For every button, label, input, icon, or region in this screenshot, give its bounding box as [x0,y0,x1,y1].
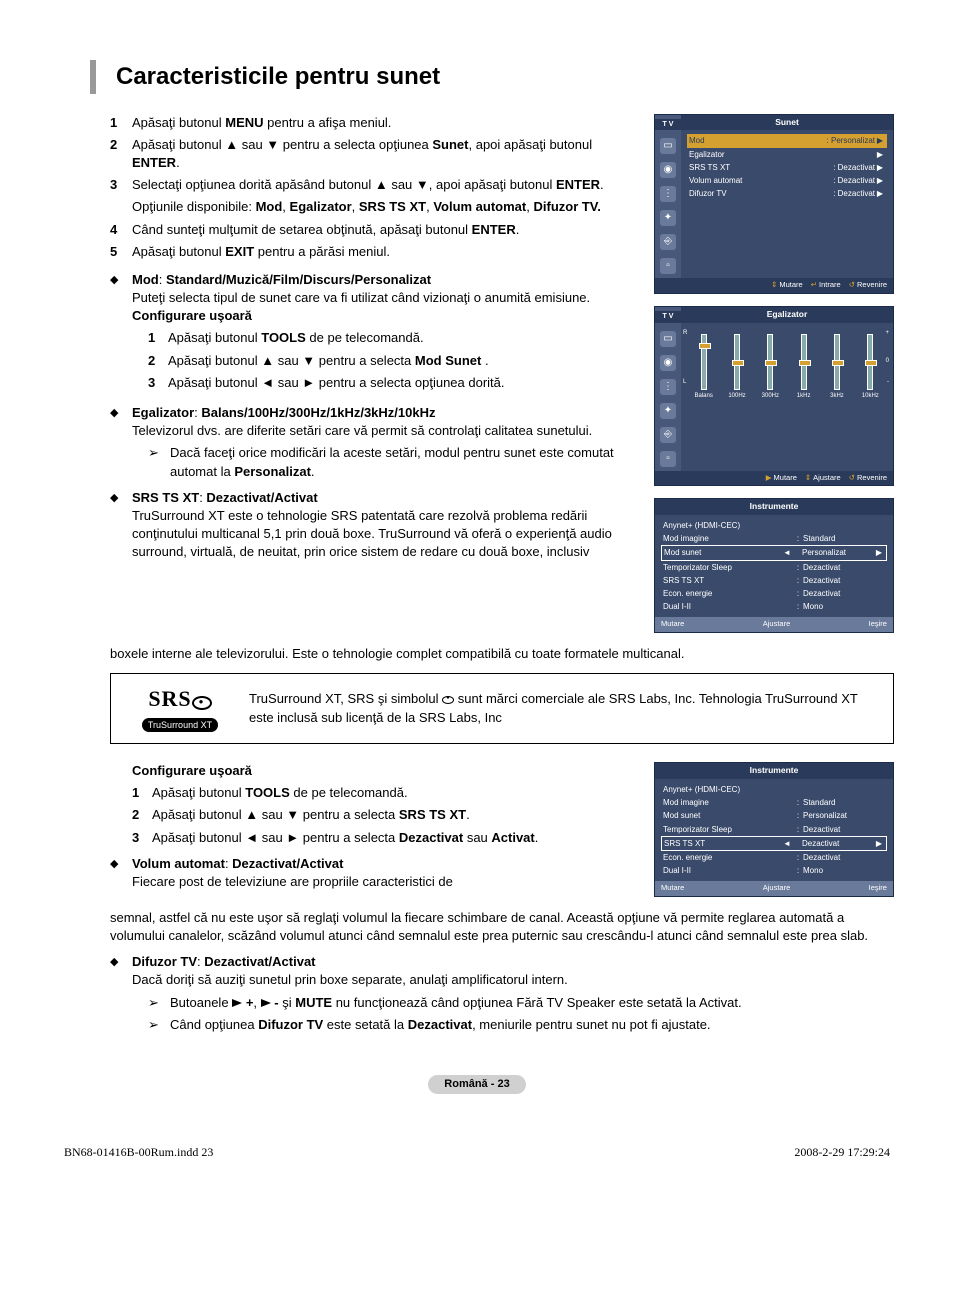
setup-icon: ✦ [660,403,676,419]
osd-row: Mod imagine:Standard [661,532,887,545]
osd-footer: Mutare Ajustare Ieşire [655,617,893,632]
substep-item: 1Apăsaţi butonul TOOLS de pe telecomandă… [132,784,636,802]
osd-row: Anynet+ (HDMI-CEC) [661,783,887,796]
page-number-badge: Română - 23 [428,1075,525,1094]
eq-mark-plus: + [885,329,889,337]
step-item: 3Selectaţi opţiunea dorită apăsând buton… [110,176,636,194]
osd-row: Econ. energie:Dezactivat [661,587,887,600]
eq-band: 10kHz [861,334,879,400]
srs-trademark-text: TruSurround XT, SRS şi simbolul sunt măr… [249,690,879,726]
page-title: Caracteristicile pentru sunet [90,60,894,94]
osd-title: Instrumente [655,499,893,515]
eq-mark-minus: - [887,378,889,386]
osd-row: Anynet+ (HDMI-CEC) [661,519,887,532]
osd-instrumente-1: Instrumente Anynet+ (HDMI-CEC)Mod imagin… [654,498,894,633]
osd-title: Instrumente [655,763,893,779]
volume-up-icon [232,999,242,1007]
lower-right: Instrumente Anynet+ (HDMI-CEC)Mod imagin… [654,762,894,909]
main-steps: 1Apăsaţi butonul MENU pentru a afişa men… [110,114,636,261]
substep-item: 3Apăsaţi butonul ◄ sau ► pentru a select… [132,829,636,847]
osd-row: Econ. energie:Dezactivat [661,851,887,864]
feature-srs: SRS TS XT: Dezactivat/Activat TruSurroun… [132,489,636,562]
osd-row: Temporizator Sleep:Dezactivat [661,561,887,574]
sound-icon: ◉ [660,355,676,371]
feature-eq: Egalizator: Balans/100Hz/300Hz/1kHz/3kHz… [132,404,636,481]
eq-band: 3kHz [828,334,846,400]
input-icon: ⎆ [660,234,676,250]
step-item: 2Apăsaţi butonul ▲ sau ▼ pentru a select… [110,136,636,172]
osd-row: Mod: Personalizat▶ [687,134,887,147]
osd-row: Volum automat: Dezactivat▶ [687,174,887,187]
input-icon: ⎆ [660,427,676,443]
step-item: 4Când sunteţi mulţumit de setarea obţinu… [110,221,636,239]
eq-band: 1kHz [795,334,813,400]
osd-sunet: T V ▭ ◉ ⋮ ✦ ⎆ ▫ Sunet Mod: Personalizat▶… [654,114,894,294]
step-item: 5Apăsaţi butonul EXIT pentru a părăsi me… [110,243,636,261]
feature-vol: Volum automat: Dezactivat/Activat Fiecar… [132,855,636,891]
feature-mod: Mod: Standard/Muzică/Film/Discurs/Person… [132,271,636,396]
feature-list: Mod: Standard/Muzică/Film/Discurs/Person… [110,271,636,562]
osd-row: Temporizator Sleep:Dezactivat [661,823,887,836]
substep-item: 2Apăsaţi butonul ▲ sau ▼ pentru a select… [132,806,636,824]
sound-icon: ◉ [660,162,676,178]
dtv-icon: ▫ [660,451,676,467]
osd-row: SRS TS XT:Dezactivat [661,574,887,587]
osd-egalizator: T V ▭ ◉ ⋮ ✦ ⎆ ▫ Egalizator R L + 0 - [654,306,894,486]
osd-row: Mod sunet:Personalizat [661,809,887,822]
lower-left: Configurare uşoară 1Apăsaţi butonul TOOL… [132,762,636,909]
osd-footer: Mutare Ajustare Revenire [655,471,893,486]
substep-item: 2Apăsaţi butonul ▲ sau ▼ pentru a select… [148,352,636,370]
substep-item: 1Apăsaţi butonul TOOLS de pe telecomandă… [148,329,636,347]
eq-band: Balans [695,334,713,400]
srs-desc-continued: boxele interne ale televizorului. Este o… [110,645,894,663]
eq-mark-l: L [683,378,686,386]
srs-logo: SRS TruSurround XT [125,684,235,733]
osd-footer: Mutare Intrare Revenire [655,278,893,293]
setup-icon: ✦ [660,210,676,226]
print-file: BN68-01416B-00Rum.indd 23 [64,1144,213,1161]
dtv-icon: ▫ [660,258,676,274]
osd-row: Dual I-II:Mono [661,864,887,877]
difuzor-note-2: Când opţiunea Difuzor TV este setată la … [170,1016,894,1034]
osd-footer: Mutare Ajustare Ieşire [655,881,893,896]
channel-icon: ⋮ [660,379,676,395]
eq-band: 100Hz [728,334,746,400]
srs-trademark-box: SRS TruSurround XT TruSurround XT, SRS ş… [110,673,894,744]
difuzor-note-1: Butoanele +, - şi MUTE nu funcţionează c… [170,994,894,1012]
print-timestamp: 2008-2-29 17:29:24 [794,1144,890,1161]
page-footer: Română - 23 [60,1074,894,1094]
osd-row: Mod imagine:Standard [661,796,887,809]
channel-icon: ⋮ [660,186,676,202]
osd-row: Egalizator▶ [687,148,887,161]
easy-config-title: Configurare uşoară [132,763,252,778]
print-metadata: BN68-01416B-00Rum.indd 23 2008-2-29 17:2… [60,1144,894,1161]
main-columns: 1Apăsaţi butonul MENU pentru a afişa men… [110,114,894,645]
picture-icon: ▭ [660,138,676,154]
feature-difuzor: Difuzor TV: Dezactivat/Activat Dacă dori… [132,953,894,1034]
eq-band: 300Hz [761,334,779,400]
osd-row: SRS TS XT◄Dezactivat▶ [661,836,887,851]
step-item: Opţiunile disponibile: Mod, Egalizator, … [110,198,636,216]
osd-sidebar-icons: T V ▭ ◉ ⋮ ✦ ⎆ ▫ [655,115,681,279]
left-column: 1Apăsaţi butonul MENU pentru a afişa men… [110,114,636,645]
volume-down-icon [261,999,271,1007]
step-item: 1Apăsaţi butonul MENU pentru a afişa men… [110,114,636,132]
eq-mark-zero: 0 [886,357,889,365]
osd-title: Sunet [681,115,893,131]
osd-instrumente-2: Instrumente Anynet+ (HDMI-CEC)Mod imagin… [654,762,894,897]
osd-row: Difuzor TV: Dezactivat▶ [687,187,887,200]
substep-item: 3Apăsaţi butonul ◄ sau ► pentru a select… [148,374,636,392]
right-column: T V ▭ ◉ ⋮ ✦ ⎆ ▫ Sunet Mod: Personalizat▶… [654,114,894,645]
osd-row: Mod sunet◄Personalizat▶ [661,545,887,560]
picture-icon: ▭ [660,331,676,347]
osd-row: SRS TS XT: Dezactivat▶ [687,161,887,174]
osd-sidebar-icons: T V ▭ ◉ ⋮ ✦ ⎆ ▫ [655,307,681,471]
osd-row: Dual I-II:Mono [661,600,887,613]
osd-title: Egalizator [681,307,893,323]
eq-mark-r: R [683,329,687,337]
vol-desc-full: semnal, astfel că nu este uşor să reglaţ… [110,909,894,945]
